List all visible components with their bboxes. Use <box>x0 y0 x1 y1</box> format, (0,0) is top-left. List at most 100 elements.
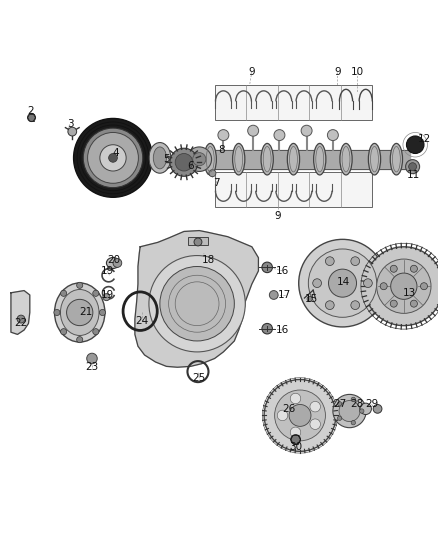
Circle shape <box>175 154 193 171</box>
Ellipse shape <box>233 143 245 175</box>
Circle shape <box>328 269 357 297</box>
Text: 26: 26 <box>283 404 296 414</box>
Circle shape <box>187 147 212 172</box>
Ellipse shape <box>153 147 166 169</box>
Circle shape <box>333 394 366 427</box>
Circle shape <box>28 114 35 122</box>
Circle shape <box>93 329 99 335</box>
Bar <box>215 85 372 120</box>
Circle shape <box>149 255 245 352</box>
Circle shape <box>262 324 272 334</box>
Circle shape <box>351 397 356 401</box>
Circle shape <box>113 259 122 268</box>
Circle shape <box>307 296 312 302</box>
Ellipse shape <box>54 283 105 342</box>
Text: 11: 11 <box>407 169 420 180</box>
Circle shape <box>269 290 278 300</box>
Circle shape <box>109 154 117 162</box>
Circle shape <box>209 169 216 177</box>
Text: 13: 13 <box>403 288 416 298</box>
Circle shape <box>99 310 106 316</box>
Circle shape <box>100 145 126 171</box>
Text: 9: 9 <box>334 67 341 77</box>
Circle shape <box>310 401 321 412</box>
Polygon shape <box>195 150 410 169</box>
Circle shape <box>290 427 301 438</box>
Circle shape <box>310 419 321 430</box>
Circle shape <box>17 315 25 323</box>
Text: 30: 30 <box>289 442 302 452</box>
Ellipse shape <box>340 143 352 175</box>
Text: 28: 28 <box>350 399 364 409</box>
Circle shape <box>264 379 336 451</box>
Circle shape <box>170 148 198 176</box>
Ellipse shape <box>248 125 258 136</box>
Circle shape <box>275 390 325 441</box>
Text: 24: 24 <box>136 316 149 326</box>
Circle shape <box>87 353 97 364</box>
Ellipse shape <box>390 143 403 175</box>
Text: 5: 5 <box>163 154 170 164</box>
Circle shape <box>373 405 382 413</box>
Circle shape <box>193 152 206 166</box>
Text: 9: 9 <box>275 211 282 221</box>
Text: 27: 27 <box>333 399 346 409</box>
Text: 25: 25 <box>193 373 206 383</box>
Circle shape <box>337 402 342 406</box>
Circle shape <box>74 118 152 197</box>
Circle shape <box>390 300 397 307</box>
Circle shape <box>377 259 431 313</box>
Circle shape <box>290 393 301 404</box>
Ellipse shape <box>60 289 99 335</box>
Ellipse shape <box>261 143 273 175</box>
Text: 17: 17 <box>278 290 291 300</box>
Circle shape <box>93 290 99 296</box>
Circle shape <box>77 336 83 343</box>
Circle shape <box>313 279 321 287</box>
Ellipse shape <box>327 130 338 141</box>
Circle shape <box>68 127 77 136</box>
Circle shape <box>291 435 300 445</box>
Circle shape <box>420 282 427 290</box>
Ellipse shape <box>106 257 120 269</box>
Text: 20: 20 <box>107 255 120 265</box>
Text: 12: 12 <box>417 134 431 144</box>
Polygon shape <box>11 290 30 334</box>
Circle shape <box>289 405 311 426</box>
Circle shape <box>262 262 272 273</box>
Circle shape <box>390 265 397 272</box>
Text: 19: 19 <box>101 266 114 276</box>
Ellipse shape <box>368 143 381 175</box>
Text: 29: 29 <box>365 399 378 409</box>
Circle shape <box>83 128 143 188</box>
Circle shape <box>77 282 83 288</box>
Circle shape <box>325 257 334 265</box>
Circle shape <box>339 400 360 422</box>
Circle shape <box>360 409 364 413</box>
Text: 9: 9 <box>248 67 255 77</box>
Bar <box>188 237 208 246</box>
Circle shape <box>364 279 372 287</box>
Text: 4: 4 <box>113 148 120 158</box>
Text: 16: 16 <box>276 325 289 335</box>
Circle shape <box>409 163 417 171</box>
Ellipse shape <box>287 143 300 175</box>
Circle shape <box>351 301 360 310</box>
Text: 10: 10 <box>350 67 364 77</box>
Text: 8: 8 <box>218 146 225 156</box>
Circle shape <box>88 133 138 183</box>
Polygon shape <box>135 231 258 367</box>
Ellipse shape <box>301 125 312 136</box>
Circle shape <box>351 421 356 425</box>
Circle shape <box>299 239 386 327</box>
Text: 2: 2 <box>27 106 34 116</box>
Ellipse shape <box>314 143 326 175</box>
Circle shape <box>277 410 288 421</box>
Circle shape <box>54 310 60 316</box>
Circle shape <box>67 300 93 326</box>
Circle shape <box>194 238 202 246</box>
Text: 7: 7 <box>213 178 220 188</box>
Text: 23: 23 <box>85 362 99 372</box>
Circle shape <box>406 159 420 174</box>
Circle shape <box>410 300 417 307</box>
